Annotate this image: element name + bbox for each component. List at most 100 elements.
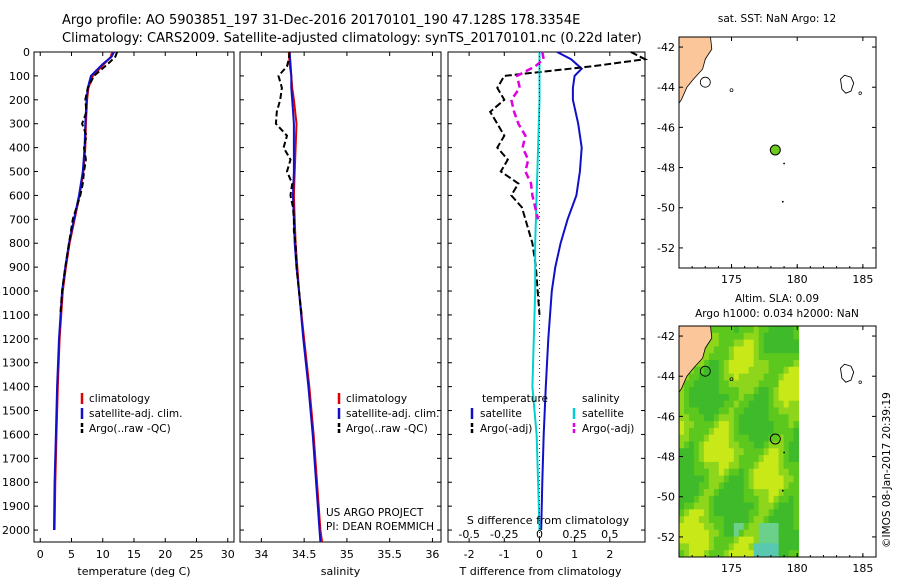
- sla-field-cell: [783, 475, 790, 483]
- sla-field-cell: [684, 400, 690, 409]
- series-line-salinity-satellite: [531, 52, 541, 531]
- sla-field-cell: [778, 461, 785, 470]
- sla-field-cell: [708, 427, 715, 436]
- sla-field-cell: [753, 461, 760, 470]
- sla-field-cell: [679, 502, 685, 510]
- sla-field-cell: [758, 516, 765, 524]
- sla-field-cell: [679, 441, 685, 449]
- sla-field-cell: [783, 516, 790, 524]
- sla-field-cell: [733, 468, 740, 477]
- sla-field-cell: [758, 509, 765, 517]
- sla-field-cell: [723, 529, 730, 538]
- sla-field-cell: [743, 516, 750, 524]
- sla-field-cell: [718, 414, 725, 422]
- temperature-profile-axes-frame: [33, 51, 235, 543]
- sla-field-cell: [783, 509, 790, 517]
- sla-field-cell: [723, 509, 730, 517]
- sla-field-cell: [778, 366, 785, 375]
- sla-field-cell: [684, 393, 690, 402]
- sla-field-cell: [689, 441, 695, 449]
- sla-field-cell: [743, 414, 750, 422]
- sla-field-cell: [723, 543, 730, 551]
- sla-field-cell: [788, 448, 795, 456]
- sla-field-cell: [768, 448, 775, 456]
- sla-field-cell: [753, 550, 760, 557]
- sla-field-cell: [753, 393, 760, 402]
- sla-field-cell: [743, 461, 750, 470]
- banks-peninsula-outline: [699, 365, 711, 377]
- sla-field-cell: [684, 536, 690, 544]
- sla-field-cell: [748, 461, 755, 470]
- sla-field-cell: [768, 475, 775, 483]
- sla-field-cell: [703, 441, 710, 449]
- sla-field-cell: [728, 360, 735, 368]
- sla-field-cell: [793, 441, 800, 449]
- sla-field-cell: [703, 536, 710, 544]
- sla-field-cell: [703, 407, 710, 415]
- sla-field-cell: [763, 332, 770, 341]
- sla-field-cell: [773, 400, 780, 409]
- sla-field-cell: [728, 455, 735, 463]
- sla-field-cell: [713, 393, 720, 402]
- sla-field-cell: [753, 434, 760, 443]
- y-tick-label: -46: [657, 410, 675, 423]
- sla-field-cell: [708, 475, 715, 483]
- sla-field-cell: [773, 421, 780, 429]
- sla-field-cell: [758, 414, 765, 422]
- sla-field-cell: [793, 387, 800, 395]
- sla-field-cell: [738, 373, 745, 381]
- sla-field-cell: [698, 400, 705, 409]
- sla-field-cell: [723, 523, 730, 531]
- sla-field-cell: [723, 495, 730, 504]
- y-tick-label: -46: [657, 121, 675, 134]
- sla-field-cell: [698, 523, 705, 531]
- sla-field-cell: [723, 366, 730, 375]
- sla-field-cell: [713, 366, 720, 375]
- sla-field-cell: [684, 516, 690, 524]
- sla-field-cell: [708, 380, 715, 388]
- sla-field-cell: [753, 414, 760, 422]
- sla-field-cell: [713, 502, 720, 510]
- sla-field-cell: [743, 326, 750, 334]
- sla-field-cell: [748, 516, 755, 524]
- sla-field-cell: [763, 400, 770, 409]
- sla-field-cell: [723, 387, 730, 395]
- sla-field-cell: [718, 326, 725, 334]
- sla-field-cell: [728, 441, 735, 449]
- x-tick-label: 36: [425, 548, 439, 561]
- sla-field-cell: [758, 455, 765, 463]
- sla-field-cell: [689, 387, 695, 395]
- sla-field-cell: [679, 495, 685, 504]
- sla-field-cell: [783, 550, 790, 557]
- sla-field-cell: [728, 387, 735, 395]
- sla-field-cell: [728, 475, 735, 483]
- legend-label: Argo(-adj): [582, 423, 634, 435]
- x-tick-label: 185: [852, 273, 873, 286]
- sla-field-cell: [743, 529, 750, 538]
- y-tick-label: -48: [657, 162, 675, 175]
- sla-field-cell: [703, 366, 710, 375]
- sla-field-cell: [728, 346, 735, 354]
- sla-field-cell: [693, 468, 700, 477]
- banks-peninsula-outline: [699, 76, 711, 88]
- sla-field-cell: [728, 373, 735, 381]
- sla-field-cell: [783, 380, 790, 388]
- sla-field-cell: [763, 387, 770, 395]
- sla-field-cell: [788, 482, 795, 490]
- sla-field-cell: [684, 543, 690, 551]
- sla-field-cell: [679, 434, 685, 443]
- sla-field-cell: [713, 461, 720, 470]
- sla-field-cell: [713, 427, 720, 436]
- sla-field-cell: [743, 550, 750, 557]
- sla-field-cell: [713, 373, 720, 381]
- sla-field-cell: [773, 550, 780, 557]
- sla-field-cell: [773, 455, 780, 463]
- sla-field-cell: [684, 489, 690, 497]
- sla-field-cell: [698, 421, 705, 429]
- sla-field-cell: [793, 400, 800, 409]
- sla-field-cell: [768, 529, 775, 538]
- sla-field-cell: [733, 407, 740, 415]
- sla-field-cell: [718, 387, 725, 395]
- sla-field-cell: [748, 407, 755, 415]
- x-tick-label: 180: [787, 273, 808, 286]
